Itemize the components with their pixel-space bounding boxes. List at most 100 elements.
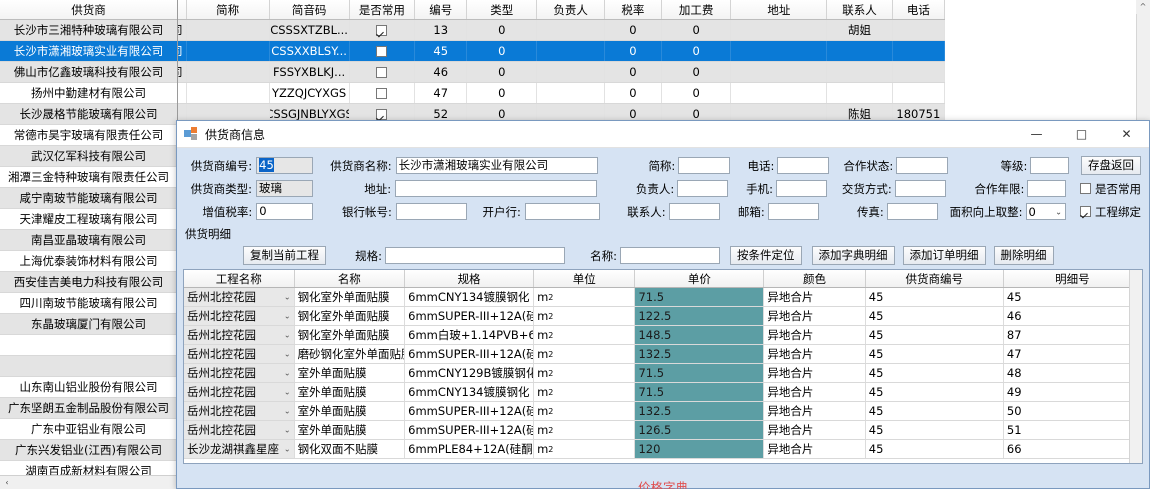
col-header-number[interactable]: 编号: [415, 0, 468, 19]
common-checkbox[interactable]: [376, 87, 388, 99]
sidebar-horizontal-scrollbar[interactable]: ‹: [0, 475, 177, 489]
dcol-header-supplier-no[interactable]: 供货商编号: [866, 270, 1004, 287]
delivery-input[interactable]: [894, 180, 946, 197]
detail-row[interactable]: 岳州北控花园 ⌄ 室外单面贴膜 6mmCNY129B镀膜钢化 m 2 71.5 异地合片 45 4…: [184, 364, 1142, 383]
dcell-project[interactable]: 岳州北控花园 ⌄: [184, 326, 295, 344]
sidebar-item[interactable]: 上海优泰装饰材料有限公司: [0, 251, 177, 272]
scroll-left-icon[interactable]: ‹: [5, 478, 9, 487]
detail-row[interactable]: 岳州北控花园⌄室外单面贴膜6mmSUPER-III+12A(硅...m2132.…: [184, 402, 1142, 421]
maximize-button[interactable]: □: [1075, 127, 1088, 141]
sidebar-item[interactable]: 东晶玻璃厦门有限公司: [0, 314, 177, 335]
coop-status-input[interactable]: [896, 157, 948, 174]
project-bind-checkbox-row[interactable]: 工程绑定: [1080, 204, 1141, 220]
dcell-project[interactable]: 岳州北控花园 ⌄: [184, 345, 295, 363]
col-header-common[interactable]: 是否常用: [350, 0, 416, 19]
dcol-header-name[interactable]: 名称: [295, 270, 406, 287]
fax-input[interactable]: [886, 203, 939, 220]
contact-input[interactable]: [668, 203, 721, 220]
sidebar-item[interactable]: 天津耀皮工程玻璃有限公司: [0, 209, 177, 230]
col-header-abbr[interactable]: 简称: [187, 0, 270, 19]
dcol-header-color[interactable]: 颜色: [764, 270, 866, 287]
sidebar-item[interactable]: [0, 335, 177, 356]
col-header-code[interactable]: 简音码: [270, 0, 350, 19]
sidebar-item[interactable]: [0, 356, 177, 377]
level-input[interactable]: [1030, 157, 1070, 174]
dcell-project[interactable]: 岳州北控花园 ⌄: [184, 288, 295, 306]
close-button[interactable]: ✕: [1121, 127, 1132, 141]
email-input[interactable]: [767, 203, 820, 220]
col-header-type[interactable]: 类型: [467, 0, 538, 19]
copy-current-project-button[interactable]: 复制当前工程: [243, 246, 326, 265]
sidebar-item[interactable]: 四川南玻节能玻璃有限公司: [0, 293, 177, 314]
address-input[interactable]: [395, 180, 597, 197]
detail-row[interactable]: 岳州北控花园⌄钢化室外单面贴膜6mm白玻+1.14PVB+6mm...m2148…: [184, 326, 1142, 345]
detail-row[interactable]: 岳州北控花园⌄室外单面贴膜6mmSUPER-III+12A(硅...m2126.…: [184, 421, 1142, 440]
round-up-select[interactable]: 0 ⌄: [1025, 203, 1066, 220]
sidebar-item[interactable]: 山东南山铝业股份有限公司: [0, 377, 177, 398]
detail-name-input[interactable]: [620, 247, 720, 264]
sidebar-item[interactable]: 长沙晟格节能玻璃有限公司: [0, 104, 177, 125]
detail-row[interactable]: 长沙龙湖祺鑫星座⌄钢化双面不贴膜6mmPLE84+12A(硅酮胶...m2120…: [184, 440, 1142, 459]
common-checkbox[interactable]: [376, 45, 388, 57]
abbr-input[interactable]: [678, 157, 730, 174]
col-header-contact[interactable]: 联系人: [827, 0, 893, 19]
dcell-project[interactable]: 岳州北控花园 ⌄: [184, 383, 295, 401]
dcell-project[interactable]: 岳州北控花园 ⌄: [184, 364, 295, 382]
col-header-address[interactable]: 地址: [731, 0, 828, 19]
supplier-type-input[interactable]: 玻璃: [255, 180, 313, 197]
sidebar-item[interactable]: 广东中亚铝业有限公司: [0, 419, 177, 440]
col-header-fee[interactable]: 加工费: [662, 0, 732, 19]
supplier-name-input[interactable]: 长沙市潇湘玻璃实业有限公司: [395, 157, 598, 174]
dcol-header-project[interactable]: 工程名称: [184, 270, 295, 287]
detail-spec-input[interactable]: [385, 247, 565, 264]
supplier-no-input[interactable]: 45: [256, 157, 313, 174]
add-order-detail-button[interactable]: 添加订单明细: [902, 246, 986, 265]
sidebar-item[interactable]: 长沙市潇湘玻璃实业有限公司: [0, 41, 177, 62]
dcell-project[interactable]: 岳州北控花园 ⌄: [184, 402, 295, 420]
sidebar-item[interactable]: 咸宁南玻节能玻璃有限公司: [0, 188, 177, 209]
common-checkbox[interactable]: [376, 108, 388, 120]
mobile-input[interactable]: [776, 180, 828, 197]
project-bind-checkbox[interactable]: [1080, 206, 1091, 217]
dcell-project[interactable]: 岳州北控花园 ⌄: [184, 307, 295, 325]
save-return-button[interactable]: 存盘返回: [1081, 156, 1142, 175]
is-common-checkbox-row[interactable]: 是否常用: [1079, 181, 1141, 197]
common-checkbox[interactable]: [376, 66, 388, 78]
dcell-project[interactable]: 岳州北控花园 ⌄: [184, 421, 295, 439]
dcol-header-price[interactable]: 单价: [635, 270, 765, 287]
col-header-phone[interactable]: 电话: [893, 0, 945, 19]
sidebar-item[interactable]: 广东兴发铝业(江西)有限公司: [0, 440, 177, 461]
delete-detail-button[interactable]: 删除明细: [993, 246, 1054, 265]
sidebar-item[interactable]: 武汉亿军科技有限公司: [0, 146, 177, 167]
col-header-owner[interactable]: 负责人: [537, 0, 606, 19]
sidebar-item[interactable]: 南昌亚晶玻璃有限公司: [0, 230, 177, 251]
common-checkbox[interactable]: [376, 24, 388, 36]
sidebar-item[interactable]: 西安佳吉美电力科技有限公司: [0, 272, 177, 293]
minimize-button[interactable]: —: [1030, 127, 1043, 141]
bank-account-input[interactable]: [395, 203, 468, 220]
dcell-project[interactable]: 长沙龙湖祺鑫星座 ⌄: [184, 440, 295, 458]
dcol-header-spec[interactable]: 规格: [405, 270, 535, 287]
detail-row[interactable]: 岳州北控花园 ⌄ 室外单面贴膜 6mmCNY134镀膜钢化 m 2 71.5 异地合片 45 49: [184, 383, 1142, 402]
bank-name-input[interactable]: [524, 203, 600, 220]
add-dict-detail-button[interactable]: 添加字典明细: [811, 246, 895, 265]
scroll-up-icon[interactable]: ^: [1136, 0, 1150, 14]
dcol-header-detail-no[interactable]: 明细号: [1004, 270, 1142, 287]
detail-row[interactable]: 岳州北控花园 ⌄ 钢化室外单面贴膜 6mmCNY134镀膜钢化 m 2 71.5 异地合片 45…: [184, 288, 1142, 307]
sidebar-item[interactable]: 长沙市三湘特种玻璃有限公司: [0, 20, 177, 41]
coop-years-input[interactable]: [1027, 180, 1066, 197]
is-common-checkbox[interactable]: [1079, 183, 1091, 194]
sidebar-item[interactable]: 扬州中勤建材有限公司: [0, 83, 177, 104]
vat-input[interactable]: 0: [256, 203, 314, 220]
detail-row[interactable]: 岳州北控花园⌄钢化室外单面贴膜6mmSUPER-III+12A(硅...m212…: [184, 307, 1142, 326]
dcol-header-unit[interactable]: 单位: [534, 270, 636, 287]
detail-row[interactable]: 岳州北控花园⌄磨砂钢化室外单面贴膜6mmSUPER-III+12A(硅...m2…: [184, 345, 1142, 364]
col-header-tax[interactable]: 税率: [605, 0, 662, 19]
dialog-title-bar[interactable]: 供货商信息 — □ ✕: [177, 121, 1149, 148]
locate-by-condition-button[interactable]: 按条件定位: [730, 246, 802, 265]
sidebar-item[interactable]: 常德市昊宇玻璃有限责任公司: [0, 125, 177, 146]
owner-input[interactable]: [677, 180, 729, 197]
sidebar-item[interactable]: 广东坚朗五金制品股份有限公司: [0, 398, 177, 419]
sidebar-item[interactable]: 佛山市亿鑫玻璃科技有限公司: [0, 62, 177, 83]
sidebar-item[interactable]: 湘潭三金特种玻璃有限责任公司: [0, 167, 177, 188]
